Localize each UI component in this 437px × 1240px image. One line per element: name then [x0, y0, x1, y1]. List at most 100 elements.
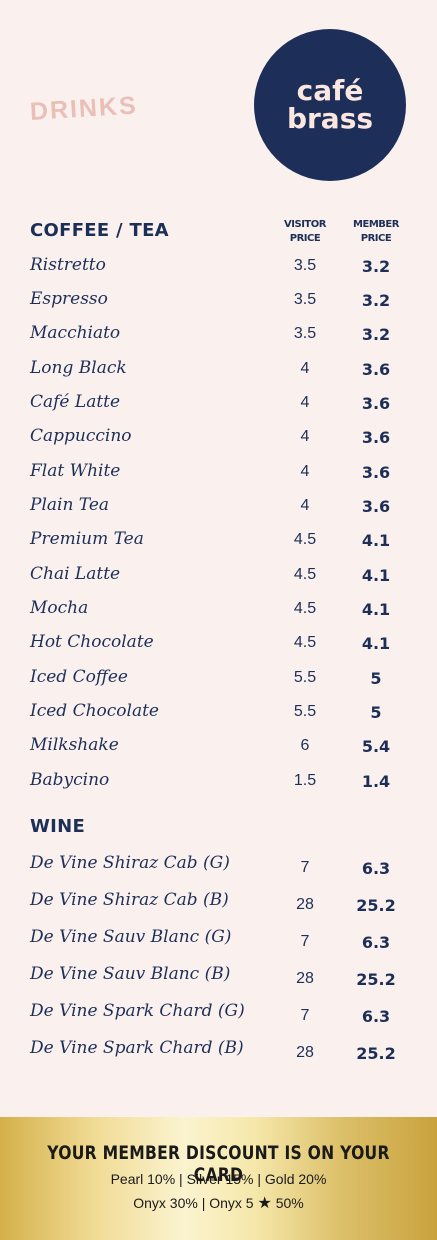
menu-item-row: Plain Tea 4 3.6 [0, 495, 437, 525]
menu-item-row: Café Latte 4 3.6 [0, 392, 437, 422]
visitor-price: 3.5 [293, 257, 317, 274]
item-name: Ristretto [30, 255, 106, 275]
item-name: Iced Coffee [30, 667, 128, 687]
visitor-header-line-1: VISITOR [284, 219, 326, 230]
visitor-price: 4.5 [293, 634, 317, 651]
item-name: Premium Tea [30, 529, 144, 549]
visitor-price: 28 [296, 970, 314, 987]
item-name: Long Black [30, 358, 127, 378]
visitor-price: 28 [296, 896, 314, 913]
menu-item-row: De Vine Shiraz Cab (G) 7 6.3 [0, 853, 437, 883]
member-price: 25.2 [356, 896, 396, 915]
member-header-line-1: MEMBER [353, 219, 399, 230]
menu-item-row: Milkshake 6 5.4 [0, 735, 437, 765]
menu-item-row: Premium Tea 4.5 4.1 [0, 529, 437, 559]
discount-headline: YOUR MEMBER DISCOUNT IS ON YOUR CARD [47, 1142, 390, 1186]
visitor-header-line-2: PRICE [289, 233, 321, 244]
member-price: 25.2 [356, 1044, 396, 1063]
menu-item-row: Hot Chocolate 4.5 4.1 [0, 632, 437, 662]
item-name: De Vine Shiraz Cab (B) [30, 890, 229, 910]
member-price: 3.2 [361, 325, 391, 344]
member-discount-banner: YOUR MEMBER DISCOUNT IS ON YOUR CARD Pea… [0, 1117, 437, 1240]
section-title-wine: WINE [30, 816, 86, 837]
visitor-price: 4 [300, 428, 310, 445]
discount-tiers-line-2: Onyx 30% | Onyx 5 ★ 50% [0, 1193, 437, 1213]
visitor-price: 4.5 [293, 531, 317, 548]
visitor-price: 3.5 [293, 325, 317, 342]
discount-tiers-line-2-start: Onyx 30% | Onyx 5 [133, 1195, 254, 1211]
member-price: 3.6 [361, 360, 391, 379]
member-price: 5.4 [361, 737, 391, 756]
member-price: 3.6 [361, 394, 391, 413]
member-price: 6.3 [361, 859, 391, 878]
visitor-price: 5.5 [293, 669, 317, 686]
member-price: 6.3 [361, 1007, 391, 1026]
item-name: De Vine Spark Chard (G) [30, 1001, 245, 1021]
menu-item-row: Long Black 4 3.6 [0, 358, 437, 388]
member-price: 6.3 [361, 933, 391, 952]
member-price-header: MEMBER PRICE [346, 218, 406, 246]
menu-item-row: Flat White 4 3.6 [0, 461, 437, 491]
menu-item-row: Cappuccino 4 3.6 [0, 426, 437, 456]
item-name: Flat White [30, 461, 121, 481]
visitor-price: 7 [300, 859, 310, 876]
visitor-price: 4 [300, 394, 310, 411]
menu-item-row: De Vine Sauv Blanc (G) 7 6.3 [0, 927, 437, 957]
item-name: Cappuccino [30, 426, 132, 446]
star-icon: ★ [257, 1195, 272, 1212]
drinks-heading: DRINKS [29, 91, 139, 126]
cafe-brass-logo: café brass [254, 29, 406, 181]
logo-line-2: brass [286, 102, 374, 135]
member-price: 1.4 [361, 772, 391, 791]
visitor-price: 4 [300, 497, 310, 514]
item-name: De Vine Shiraz Cab (G) [30, 853, 230, 873]
menu-item-row: Ristretto 3.5 3.2 [0, 255, 437, 285]
member-price: 4.1 [361, 566, 391, 585]
discount-tiers-line-2-end: 50% [275, 1195, 304, 1211]
member-price: 5 [370, 669, 382, 688]
member-price: 3.6 [361, 497, 391, 516]
menu-item-row: Iced Chocolate 5.5 5 [0, 701, 437, 731]
visitor-price: 4.5 [293, 600, 317, 617]
item-name: Iced Chocolate [30, 701, 159, 721]
menu-item-row: Iced Coffee 5.5 5 [0, 667, 437, 697]
item-name: Mocha [30, 598, 89, 618]
member-price: 4.1 [361, 600, 391, 619]
visitor-price: 7 [300, 933, 310, 950]
section-title-coffee-tea: COFFEE / TEA [30, 220, 169, 241]
visitor-price: 4.5 [293, 566, 317, 583]
menu-item-row: Espresso 3.5 3.2 [0, 289, 437, 319]
visitor-price: 4 [300, 360, 310, 377]
visitor-price: 7 [300, 1007, 310, 1024]
item-name: Café Latte [30, 392, 121, 412]
menu-item-row: Mocha 4.5 4.1 [0, 598, 437, 628]
member-price: 3.6 [361, 463, 391, 482]
menu-item-row: Chai Latte 4.5 4.1 [0, 564, 437, 594]
member-header-line-2: PRICE [360, 233, 392, 244]
menu-item-row: De Vine Spark Chard (G) 7 6.3 [0, 1001, 437, 1031]
member-price: 3.2 [361, 291, 391, 310]
item-name: De Vine Sauv Blanc (G) [30, 927, 232, 947]
item-name: Hot Chocolate [30, 632, 154, 652]
member-price: 5 [370, 703, 382, 722]
item-name: Milkshake [30, 735, 119, 755]
member-price: 4.1 [361, 634, 391, 653]
member-price: 3.6 [361, 428, 391, 447]
member-price: 25.2 [356, 970, 396, 989]
logo-line-1: café [296, 74, 364, 107]
member-price: 4.1 [361, 531, 391, 550]
menu-item-row: De Vine Spark Chard (B) 28 25.2 [0, 1038, 437, 1068]
menu-item-row: Babycino 1.5 1.4 [0, 770, 437, 800]
visitor-price: 4 [300, 463, 310, 480]
item-name: Macchiato [30, 323, 121, 343]
visitor-price: 3.5 [293, 291, 317, 308]
item-name: Espresso [30, 289, 108, 309]
visitor-price: 5.5 [293, 703, 317, 720]
menu-item-row: De Vine Sauv Blanc (B) 28 25.2 [0, 964, 437, 994]
item-name: Plain Tea [30, 495, 110, 515]
discount-tiers-line-1: Pearl 10% | Silver 15% | Gold 20% [110, 1171, 327, 1187]
visitor-price: 1.5 [293, 772, 317, 789]
menu-item-row: Macchiato 3.5 3.2 [0, 323, 437, 353]
item-name: De Vine Sauv Blanc (B) [30, 964, 231, 984]
visitor-price: 28 [296, 1044, 314, 1061]
